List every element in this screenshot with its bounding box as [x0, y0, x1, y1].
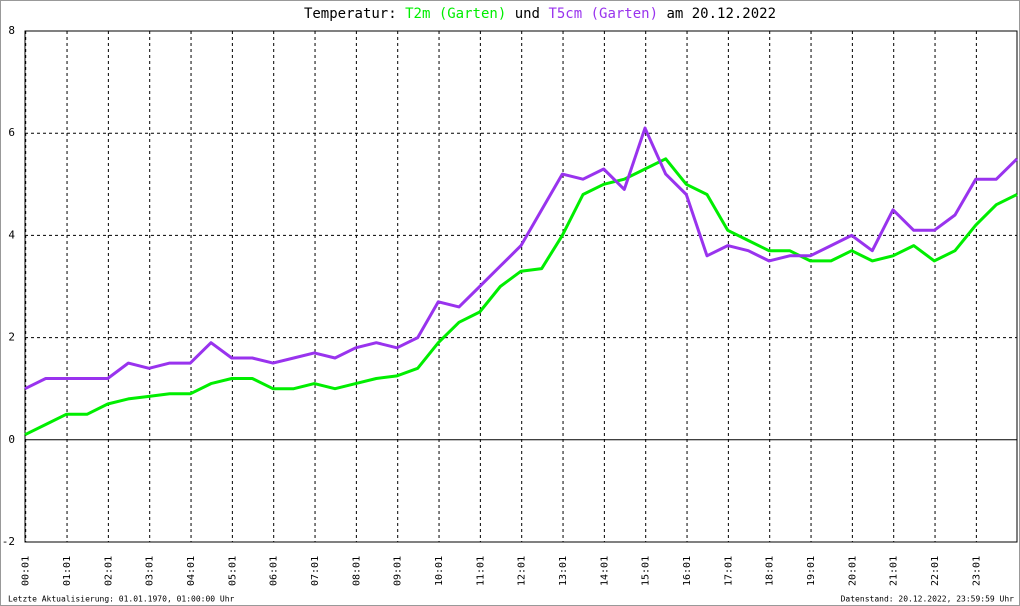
title-prefix: Temperatur: [304, 6, 397, 22]
x-tick-label: 06:01 [269, 556, 280, 586]
x-tick-label: 05:01 [227, 556, 238, 586]
x-tick-label: 00:01 [21, 556, 32, 586]
x-tick-label: 15:01 [641, 556, 652, 586]
series-line [24, 157, 1018, 437]
y-tick-label: -2 [2, 535, 15, 548]
title-join: und [515, 6, 540, 22]
x-tick-label: 01:01 [62, 556, 73, 586]
x-tick-label: 12:01 [517, 556, 528, 586]
title-suffix: am 20.12.2022 [666, 6, 776, 22]
x-tick-label: 14:01 [599, 556, 610, 586]
plot-area [24, 30, 1018, 543]
x-tick-label: 09:01 [393, 556, 404, 586]
y-tick-label: 0 [8, 433, 15, 446]
x-tick-label: 20:01 [847, 556, 858, 586]
x-tick-label: 10:01 [434, 556, 445, 586]
x-tick-label: 03:01 [145, 556, 156, 586]
y-tick-label: 4 [8, 228, 15, 241]
series-line [24, 126, 1019, 391]
x-tick-label: 16:01 [682, 556, 693, 586]
x-tick-label: 13:01 [558, 556, 569, 586]
x-tick-label: 08:01 [351, 556, 362, 586]
y-tick-label: 2 [8, 331, 15, 344]
x-tick-label: 07:01 [310, 556, 321, 586]
chart-title: Temperatur: T2m (Garten) und T5cm (Garte… [304, 6, 776, 22]
x-tick-label: 22:01 [930, 556, 941, 586]
title-series: T5cm (Garten) [548, 6, 658, 22]
x-tick-label: 04:01 [186, 556, 197, 586]
x-tick-label: 11:01 [475, 556, 486, 586]
x-tick-label: 19:01 [806, 556, 817, 586]
x-tick-label: 18:01 [765, 556, 776, 586]
footer-right: Datenstand: 20.12.2022, 23:59:59 Uhr [841, 595, 1015, 604]
x-tick-label: 02:01 [103, 556, 114, 586]
y-tick-label: 6 [8, 126, 15, 139]
x-tick-label: 23:01 [971, 556, 982, 586]
footer-left: Letzte Aktualisierung: 01.01.1970, 01:00… [8, 595, 235, 604]
x-tick-label: 21:01 [889, 556, 900, 586]
y-tick-label: 8 [8, 24, 15, 37]
title-series: T2m (Garten) [405, 6, 506, 22]
x-tick-label: 17:01 [723, 556, 734, 586]
